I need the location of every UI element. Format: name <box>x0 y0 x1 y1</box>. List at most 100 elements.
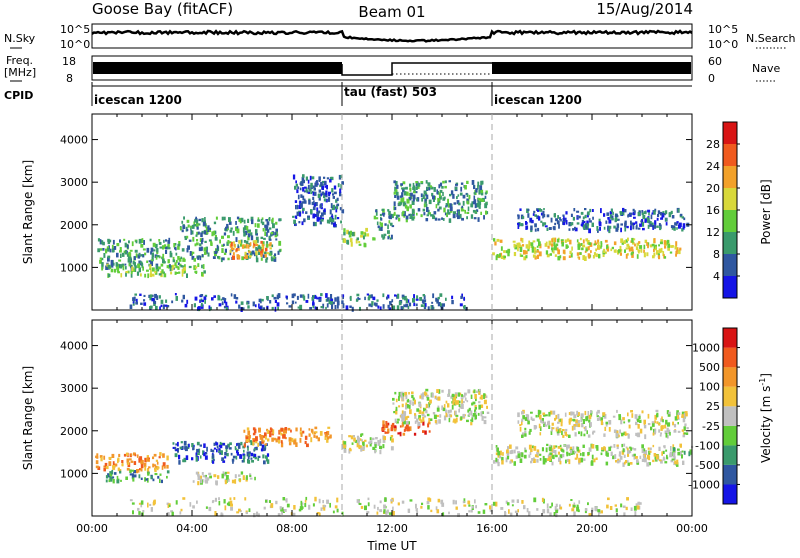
echo-cell-10-88 <box>132 297 135 301</box>
echo-cell-7-53 <box>406 206 409 212</box>
echo-cell-6-28 <box>389 237 392 240</box>
echo-cell-7-31 <box>434 217 438 221</box>
echo-cell-6-13 <box>399 425 402 428</box>
echo-cell-5-10 <box>356 435 360 439</box>
echo-cell-0-20 <box>128 458 132 461</box>
echo-cell-9-194 <box>622 207 625 212</box>
echo-cell-2-141 <box>212 458 215 462</box>
echo-cell-3-59 <box>255 436 258 442</box>
echo-cell-10-5 <box>677 448 680 451</box>
echo-cell-7-169 <box>477 197 481 201</box>
colorbar-segment-0 <box>723 276 737 298</box>
echo-cell-1-43 <box>127 270 130 274</box>
echo-cell-7-115 <box>416 198 418 202</box>
echo-cell-2-24 <box>243 454 246 459</box>
echo-cell-7-112 <box>444 180 447 184</box>
echo-cell-8-186 <box>493 238 496 242</box>
echo-cell-2-227 <box>186 228 189 232</box>
echo-cell-4-37 <box>249 477 253 480</box>
echo-cell-10-133 <box>274 306 277 312</box>
echo-cell-7-49 <box>412 397 415 401</box>
echo-cell-9-113 <box>554 222 556 226</box>
echo-cell-4-12 <box>301 176 305 181</box>
echo-cell-8-32 <box>660 459 663 464</box>
echo-cell-8-129 <box>677 451 680 456</box>
echo-cell-6-8 <box>427 421 431 425</box>
echo-cell-10-97 <box>440 303 443 308</box>
echo-cell-7-211 <box>449 193 452 197</box>
echo-cell-7-84 <box>412 182 415 186</box>
echo-cell-8-55 <box>600 452 603 456</box>
echo-cell-8-118 <box>532 445 535 449</box>
echo-cell-4-53 <box>297 194 300 200</box>
echo-cell-7-252 <box>452 193 455 199</box>
echo-cell-9-256 <box>537 209 540 212</box>
echo-cell-9-58 <box>664 424 667 429</box>
echo-cell-11-208 <box>591 507 594 512</box>
echo-cell-7-191 <box>400 394 403 399</box>
echo-cell-2-42 <box>220 257 223 263</box>
echo-cell-11-167 <box>516 499 519 503</box>
nsky-frame <box>91 23 693 49</box>
echo-cell-4-43 <box>226 475 229 480</box>
echo-cell-7-116 <box>464 392 467 396</box>
echo-cell-2-90 <box>218 448 221 452</box>
echo-cell-11-203 <box>223 499 226 504</box>
echo-cell-2-84 <box>181 220 184 224</box>
echo-cell-0-10 <box>126 467 130 471</box>
echo-cell-9-144 <box>564 412 567 417</box>
echo-cell-0-66 <box>133 262 136 267</box>
echo-cell-9-227 <box>527 208 530 211</box>
echo-cell-8-125 <box>665 449 668 452</box>
echo-cell-9-131 <box>550 217 553 223</box>
echo-cell-2-114 <box>248 451 251 454</box>
echo-cell-11-255 <box>475 505 477 509</box>
echo-cell-7-155 <box>403 187 407 190</box>
echo-cell-7-109 <box>403 211 406 217</box>
echo-cell-5-39 <box>374 444 377 449</box>
echo-cell-3-21 <box>269 247 272 250</box>
echo-cell-9-142 <box>657 210 661 215</box>
echo-cell-11-68 <box>588 513 592 516</box>
echo-cell-2-64 <box>223 243 225 247</box>
echo-cell-11-71 <box>336 497 339 503</box>
echo-cell-2-141 <box>255 233 258 236</box>
echo-cell-1-18 <box>111 476 113 480</box>
echo-cell-4-6 <box>238 474 241 477</box>
echo-cell-9-146 <box>543 208 545 211</box>
echo-cell-9-192 <box>581 222 585 227</box>
echo-cell-9-99 <box>612 211 614 215</box>
echo-cell-11-140 <box>427 505 430 510</box>
echo-cell-9-129 <box>524 427 527 431</box>
echo-cell-9-244 <box>614 218 617 222</box>
echo-cell-3-50 <box>232 255 235 260</box>
echo-cell-4-165 <box>298 211 302 217</box>
echo-cell-10-120 <box>435 297 438 302</box>
echo-cell-11-177 <box>637 501 641 505</box>
echo-cell-8-11 <box>515 446 519 450</box>
echo-cell-7-45 <box>476 209 479 212</box>
echo-cell-2-68 <box>184 238 187 240</box>
echo-cell-5-2 <box>362 231 366 235</box>
echo-cell-11-86 <box>244 497 247 501</box>
echo-cell-2-87 <box>264 231 266 236</box>
echo-cell-8-69 <box>566 448 568 451</box>
echo-cell-3-29 <box>261 244 264 250</box>
echo-cell-8-85 <box>503 255 506 259</box>
echo-cell-2-184 <box>238 218 241 222</box>
echo-cell-9-149 <box>635 432 638 436</box>
echo-cell-10-149 <box>247 305 250 309</box>
echo-cell-1-60 <box>174 271 177 275</box>
echo-cell-9-216 <box>573 424 577 427</box>
echo-cell-6-8 <box>383 214 385 217</box>
echo-cell-11-246 <box>131 502 135 505</box>
echo-cell-7-104 <box>448 410 452 413</box>
echo-cell-0-89 <box>177 262 180 266</box>
echo-cell-7-175 <box>419 395 422 399</box>
echo-cell-2-42 <box>212 460 215 464</box>
echo-cell-8-169 <box>566 458 570 462</box>
echo-cell-6-19 <box>401 422 404 428</box>
echo-cell-8-181 <box>532 254 536 258</box>
echo-cell-10-197 <box>341 294 345 298</box>
echo-cell-10-19 <box>391 299 394 303</box>
